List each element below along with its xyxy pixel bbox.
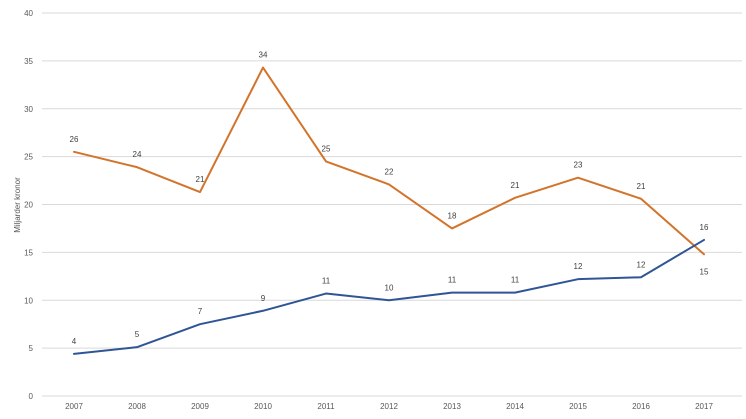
data-label-series-1: 24 xyxy=(133,150,142,159)
x-tick-label: 2011 xyxy=(317,402,335,411)
data-label-series-1: 15 xyxy=(700,267,709,276)
x-tick-label: 2016 xyxy=(632,402,650,411)
x-tick-label: 2017 xyxy=(695,402,713,411)
x-tick-label: 2015 xyxy=(569,402,587,411)
data-label-series-2: 10 xyxy=(385,283,394,292)
y-tick-label: 20 xyxy=(24,201,33,210)
data-label-series-1: 22 xyxy=(385,167,394,176)
data-label-series-1: 25 xyxy=(322,144,331,153)
data-label-series-1: 26 xyxy=(70,135,79,144)
x-tick-label: 2014 xyxy=(506,402,524,411)
y-tick-label: 35 xyxy=(24,57,33,66)
data-label-series-2: 4 xyxy=(72,337,77,346)
x-axis-tick-labels: 2007 2008 2009 2010 2011 2012 2013 2014 2015 2016… xyxy=(65,402,713,411)
y-tick-label: 10 xyxy=(24,296,33,305)
data-label-series-2: 11 xyxy=(448,276,457,285)
x-tick-label: 2012 xyxy=(380,402,398,411)
gridlines xyxy=(42,12,742,397)
y-axis-tick-labels: 0 5 10 15 20 25 30 35 40 xyxy=(24,9,33,401)
data-label-series-2: 9 xyxy=(261,294,266,303)
data-label-series-1: 21 xyxy=(196,175,205,184)
data-label-series-1: 18 xyxy=(448,211,457,220)
data-labels: 26 24 21 34 25 22 18 21 23 21 15 4 5 7 9 11 10 11 11 12 12 16 xyxy=(70,51,709,346)
data-label-series-2: 11 xyxy=(511,276,520,285)
series-lines xyxy=(73,66,705,355)
y-tick-label: 15 xyxy=(24,248,33,257)
data-label-series-1: 23 xyxy=(574,161,583,170)
y-tick-label: 25 xyxy=(24,153,33,162)
series-line-1 xyxy=(73,66,705,256)
data-label-series-1: 21 xyxy=(637,182,646,191)
x-tick-label: 2008 xyxy=(128,402,146,411)
y-tick-label: 0 xyxy=(29,392,34,401)
x-tick-label: 2007 xyxy=(65,402,83,411)
data-label-series-2: 12 xyxy=(637,260,646,269)
data-label-series-2: 7 xyxy=(198,307,203,316)
x-tick-label: 2010 xyxy=(254,402,272,411)
y-tick-label: 30 xyxy=(24,105,33,114)
data-label-series-1: 34 xyxy=(259,51,268,60)
y-axis-title: Miljarder kronor xyxy=(13,177,22,233)
data-label-series-2: 11 xyxy=(322,277,331,286)
y-tick-label: 5 xyxy=(29,344,34,353)
series-line-2 xyxy=(73,238,705,355)
data-label-series-1: 21 xyxy=(511,181,520,190)
y-tick-label: 40 xyxy=(24,9,33,18)
x-tick-label: 2013 xyxy=(443,402,461,411)
data-label-series-2: 5 xyxy=(135,330,140,339)
data-label-series-2: 12 xyxy=(574,262,583,271)
x-tick-label: 2009 xyxy=(191,402,209,411)
data-label-series-2: 16 xyxy=(700,223,709,232)
